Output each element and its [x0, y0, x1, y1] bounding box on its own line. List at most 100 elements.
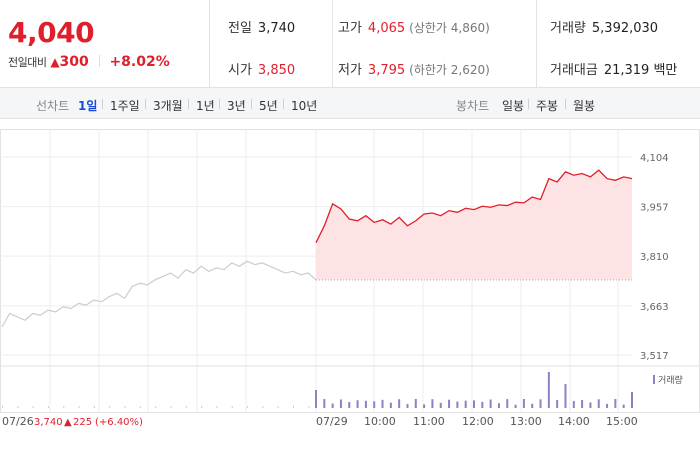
volume-legend-swatch	[653, 375, 655, 384]
volume-bar	[170, 406, 172, 408]
candle-chart-title: 봉차트	[456, 99, 490, 113]
price-chart: 4,104 3,957 3,810 3,663 3,517 거래량 07/26 07/29 10…	[0, 120, 700, 450]
tab-daily[interactable]: 일봉	[502, 99, 525, 113]
volume-bar	[506, 399, 509, 408]
volume-bar	[631, 392, 633, 408]
divider	[188, 99, 189, 109]
chart-tabs-bar: 선차트 1일 1주일 3개월 1년 3년 5년 10년 봉차트 일봉 주봉 월봉	[0, 88, 700, 119]
tab-3m[interactable]: 3개월	[153, 99, 183, 113]
volume-bar	[47, 406, 49, 408]
volume-bar	[398, 399, 401, 408]
x-tick-label: 14:00	[558, 415, 590, 428]
volume-bar	[581, 399, 584, 408]
volume-bar	[364, 400, 367, 408]
volume-bar	[277, 406, 279, 408]
stat-label: 거래대금	[550, 63, 598, 78]
tab-weekly[interactable]: 주봉	[536, 99, 559, 113]
stat-value: 5,392,030	[591, 21, 659, 36]
volume-bar	[381, 399, 384, 408]
divider	[98, 55, 100, 67]
y-tick-label: 3,663	[640, 302, 669, 313]
volume-bar	[556, 400, 559, 408]
divider	[251, 99, 252, 109]
stat-label: 전일	[228, 21, 252, 36]
volume-bar	[78, 406, 80, 408]
volume-bar	[456, 401, 459, 408]
volume-bar	[17, 406, 19, 408]
volume-bar	[547, 372, 550, 408]
current-price-box: 4,040 전일대비 ▲300 +8.02%	[0, 0, 210, 88]
tab-5y[interactable]: 5년	[259, 99, 278, 113]
tab-1w[interactable]: 1주일	[110, 99, 140, 113]
volume-bar	[439, 402, 442, 408]
x-tick-label: 07/29	[316, 415, 348, 428]
volume-bar	[216, 406, 218, 408]
volume-bar	[473, 400, 475, 408]
volume-bar	[448, 399, 451, 408]
volume-bar	[2, 406, 3, 408]
y-tick-label: 3,517	[640, 351, 669, 362]
stat-value: 3,740	[257, 21, 296, 36]
change-value: 300	[59, 54, 89, 70]
volume-bar	[589, 402, 592, 408]
price-summary: 4,040 전일대비 ▲300 +8.02% 전일 3,740 시가 3,850 고…	[0, 0, 700, 88]
prev-day-up-arrow-icon: ▲	[64, 417, 72, 428]
volume-bar	[323, 399, 326, 408]
volume-bar	[201, 406, 203, 408]
stat-amount: 거래대금 21,319 백만	[550, 59, 677, 78]
stat-label: 거래량	[550, 21, 586, 36]
divider	[219, 99, 220, 109]
change-label: 전일대비	[8, 56, 47, 69]
volume-bar	[522, 399, 525, 408]
stat-value: 4,065	[367, 21, 406, 36]
divider	[102, 99, 103, 109]
volume-bar	[373, 401, 376, 408]
x-tick-label: 13:00	[510, 415, 542, 428]
y-tick-label: 3,810	[640, 252, 669, 263]
volume-bar	[514, 404, 517, 408]
volume-bar	[293, 406, 295, 408]
x-tick-label: 12:00	[462, 415, 494, 428]
volume-bar	[262, 406, 264, 408]
volume-bar	[315, 390, 317, 408]
volume-bar	[614, 399, 617, 408]
volume-bar	[139, 406, 141, 408]
stat-value: 3,795	[367, 63, 406, 78]
volume-bar	[231, 406, 233, 408]
lower-limit: (하한가 2,620)	[409, 63, 490, 77]
volume-bar	[597, 399, 600, 408]
volume-bar	[124, 406, 126, 408]
stat-label: 저가	[338, 63, 362, 78]
stat-volume: 거래량 5,392,030	[550, 17, 658, 36]
volume-bar	[431, 399, 434, 408]
volume-bar	[348, 402, 351, 408]
volume-bar	[414, 399, 417, 408]
divider	[565, 99, 566, 109]
volume-bar	[331, 403, 334, 408]
price-chart-svg: 4,104 3,957 3,810 3,663 3,517 거래량 07/26 07/29 10…	[0, 129, 700, 428]
series-line-prev-day	[1, 260, 317, 328]
tab-3y[interactable]: 3년	[227, 99, 246, 113]
prev-day-close: 3,740	[34, 417, 63, 428]
stat-label: 시가	[228, 63, 252, 78]
volume-bar	[481, 401, 484, 408]
divider	[528, 99, 529, 109]
change-row: 전일대비 ▲300 +8.02%	[8, 54, 170, 70]
stat-low: 저가 3,795 (하한가 2,620)	[338, 59, 490, 78]
stat-high: 고가 4,065 (상한가 4,860)	[338, 17, 490, 36]
volume-bar	[539, 399, 542, 408]
current-price: 4,040	[8, 16, 95, 49]
volume-bar	[622, 404, 625, 408]
prev-day-change: 225	[73, 417, 92, 428]
tab-1y[interactable]: 1년	[196, 99, 215, 113]
line-chart-title: 선차트	[36, 99, 70, 113]
volume-bar	[63, 406, 65, 408]
volume-bar	[423, 404, 426, 408]
volume-bar	[564, 384, 567, 408]
tab-1d[interactable]: 1일	[78, 99, 98, 113]
divider	[283, 99, 284, 109]
stat-label: 고가	[338, 21, 362, 36]
volume-legend-label: 거래량	[658, 374, 683, 386]
tab-monthly[interactable]: 월봉	[573, 99, 596, 113]
tab-10y[interactable]: 10년	[291, 99, 318, 113]
